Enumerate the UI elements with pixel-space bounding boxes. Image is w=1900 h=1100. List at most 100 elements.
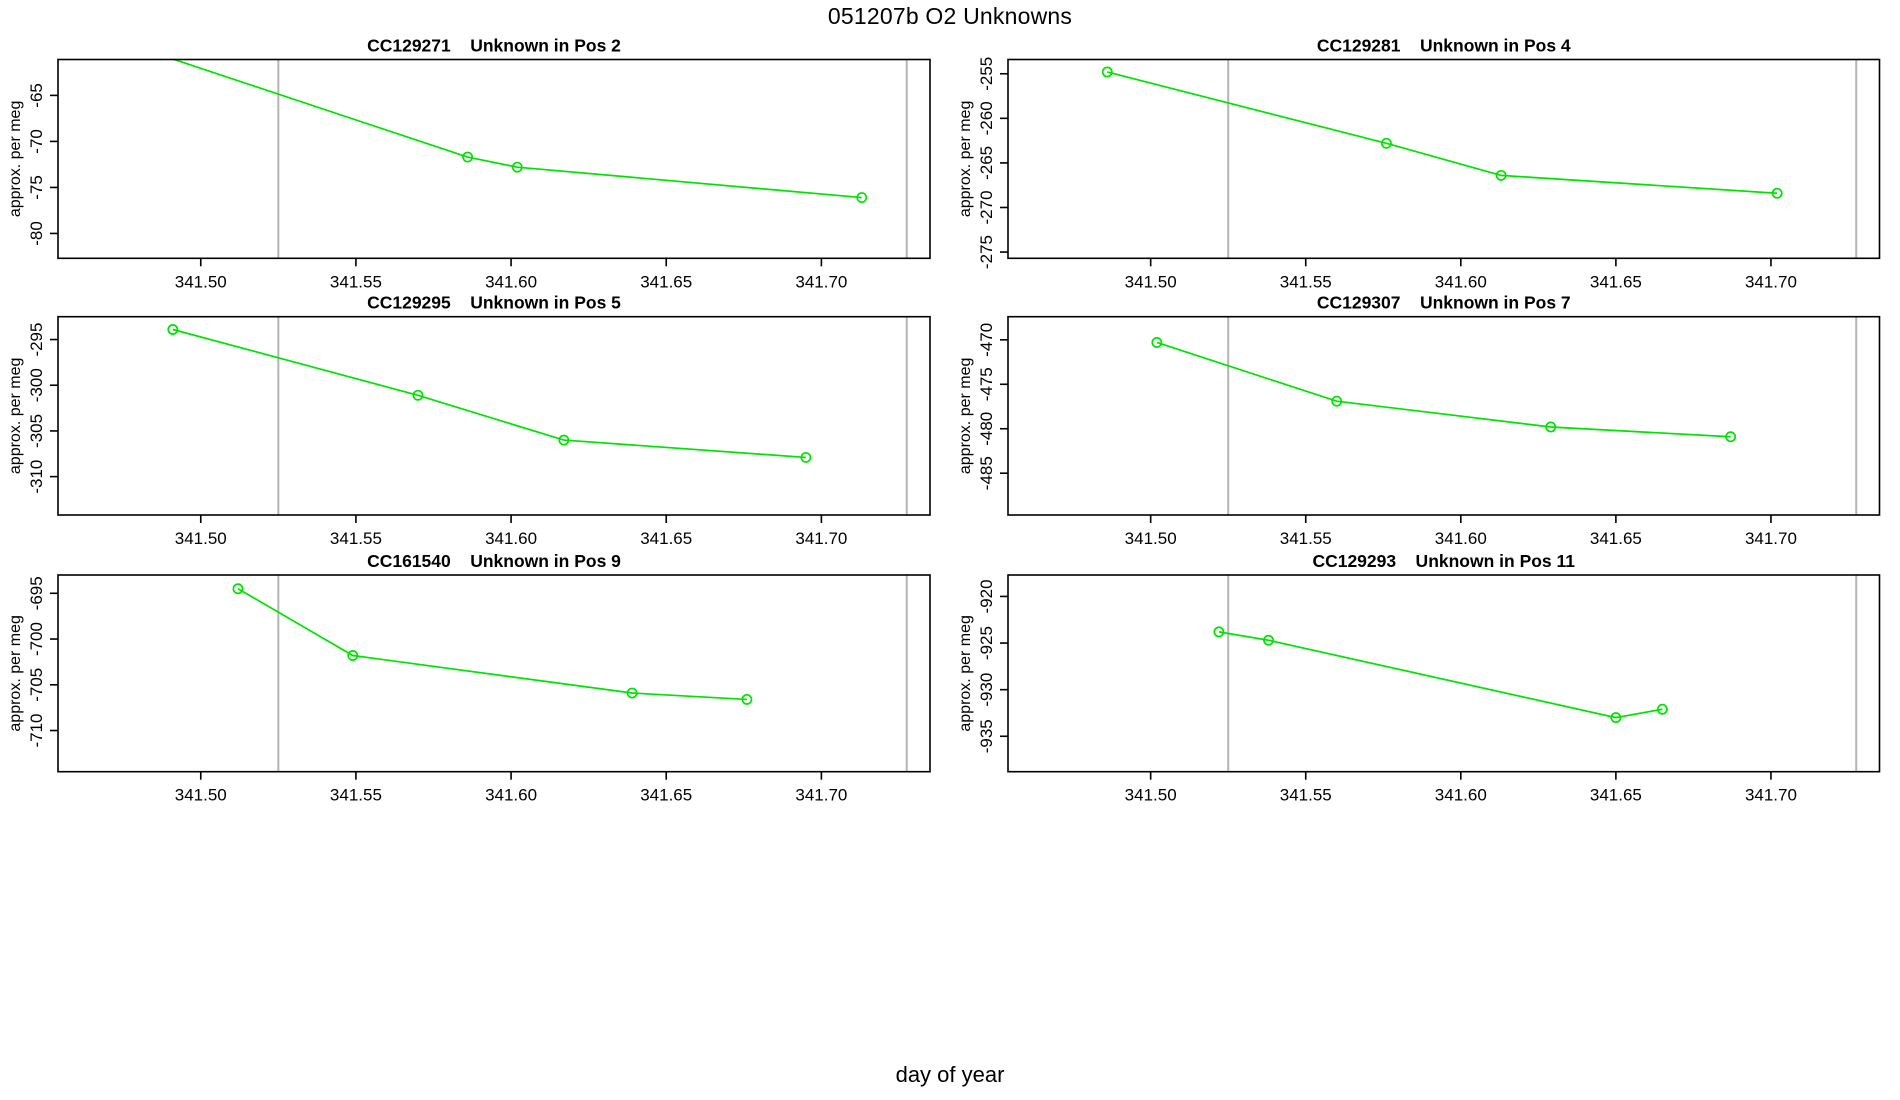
data-point-marker [1495,169,1507,181]
y-tick-label: -705 [27,668,46,702]
y-tick-label: -65 [27,83,46,108]
panel-CC129281: 341.50 341.55 341.60 341.65 341.70 -275 -270 -2… [957,36,1881,291]
y-tick-label: -920 [977,579,996,613]
plot-box [1007,58,1881,260]
data-point-marker [232,583,244,595]
panel-title: CC129293 Unknown in Pos 11 [1312,551,1575,571]
y-axis-label: approx. per meg [7,101,24,218]
x-axis-label: day of year [895,1062,1005,1087]
data-point-marker [1725,431,1737,443]
series-CC129307 [1151,337,1737,443]
panel-CC129295: 341.50 341.55 341.60 341.65 341.70 -310 -305 -3… [7,293,931,548]
x-tick-label: 341.70 [795,272,847,291]
x-tick-label: 341.50 [1125,786,1177,805]
y-tick-label: -305 [27,414,46,448]
y-tick-label: -710 [27,714,46,748]
x-tick-label: 341.65 [1590,786,1642,805]
plot-box [57,315,931,516]
x-tick-label: 341.60 [485,272,537,291]
y-tick-label: -300 [27,368,46,402]
y-tick-label: -935 [977,719,996,753]
figure-title: 051207b O2 Unknowns [827,3,1073,29]
y-axis-label: approx. per meg [957,101,974,218]
y-tick-label: -310 [27,460,46,494]
data-line [1218,631,1663,719]
data-point-marker [1101,66,1113,78]
data-point-marker [1213,626,1225,638]
panel-CC129307: 341.50 341.55 341.60 341.65 341.70 -485 -480 -4… [957,293,1881,548]
y-tick-label: -475 [977,367,996,401]
data-point-marker [558,434,570,446]
plot-box [1007,574,1881,773]
plot-box [1007,315,1881,516]
series-CC161540 [232,583,753,705]
data-point-marker [626,687,638,699]
x-tick-label: 341.55 [1280,272,1332,291]
y-axis-label: approx. per meg [7,615,24,732]
y-tick-label: -275 [977,235,996,269]
data-point-marker [167,324,179,335]
x-tick-label: 341.55 [1280,786,1332,805]
x-tick-label: 341.55 [330,272,382,291]
series-CC129293 [1213,626,1668,724]
plot-box [57,574,931,773]
x-tick-label: 341.60 [1435,786,1487,805]
series-CC129281 [1101,66,1783,199]
x-tick-label: 341.55 [330,786,382,805]
x-tick-label: 341.70 [1745,529,1797,548]
series-CC129271 [157,59,868,204]
y-tick-label: -75 [27,175,46,200]
x-tick-label: 341.60 [1435,529,1487,548]
data-point-marker [1380,137,1392,149]
data-point-marker [462,151,474,163]
x-tick-label: 341.55 [1280,529,1332,548]
x-tick-label: 341.65 [640,272,692,291]
x-tick-label: 341.65 [640,529,692,548]
x-tick-label: 341.70 [1745,786,1797,805]
x-tick-label: 341.65 [1590,529,1642,548]
x-tick-label: 341.70 [795,529,847,548]
data-point-marker [347,650,359,661]
x-tick-label: 341.65 [640,786,692,805]
x-tick-label: 341.70 [1745,272,1797,291]
y-tick-label: -265 [977,146,996,180]
x-tick-label: 341.50 [1125,529,1177,548]
data-point-marker [1331,395,1343,407]
data-point-marker [1771,187,1783,199]
x-tick-label: 341.50 [175,529,227,548]
plot-box [57,58,931,260]
y-tick-label: -80 [27,221,46,246]
y-tick-label: -700 [27,622,46,656]
data-point-marker [1656,703,1668,715]
data-point-marker [157,59,164,61]
y-tick-label: -270 [977,190,996,224]
panel-title: CC129307 Unknown in Pos 7 [1317,293,1571,313]
data-point-marker [1610,712,1622,724]
panel-title: CC129271 Unknown in Pos 2 [367,36,621,56]
x-tick-label: 341.50 [175,786,227,805]
y-tick-label: -480 [977,412,996,446]
y-axis-label: approx. per meg [957,615,974,732]
data-point-marker [1151,337,1163,348]
data-point-marker [1263,634,1274,646]
data-point-marker [741,693,753,705]
x-tick-label: 341.65 [1590,272,1642,291]
panel-title: CC161540 Unknown in Pos 9 [367,551,621,571]
x-tick-label: 341.60 [485,786,537,805]
y-tick-label: -255 [977,57,996,91]
data-line [1107,71,1778,195]
data-point-marker [856,192,868,204]
x-tick-label: 341.60 [1435,272,1487,291]
data-line [172,328,806,459]
panel-title: CC129295 Unknown in Pos 5 [367,293,621,313]
y-tick-label: -295 [27,323,46,357]
x-tick-label: 341.50 [1125,272,1177,291]
x-tick-label: 341.50 [175,272,227,291]
x-tick-label: 341.55 [330,529,382,548]
y-tick-label: -70 [27,129,46,154]
x-tick-label: 341.60 [485,529,537,548]
panel-CC129293: 341.50 341.55 341.60 341.65 341.70 -935 -930 -9… [957,551,1881,805]
y-tick-label: -925 [977,626,996,660]
